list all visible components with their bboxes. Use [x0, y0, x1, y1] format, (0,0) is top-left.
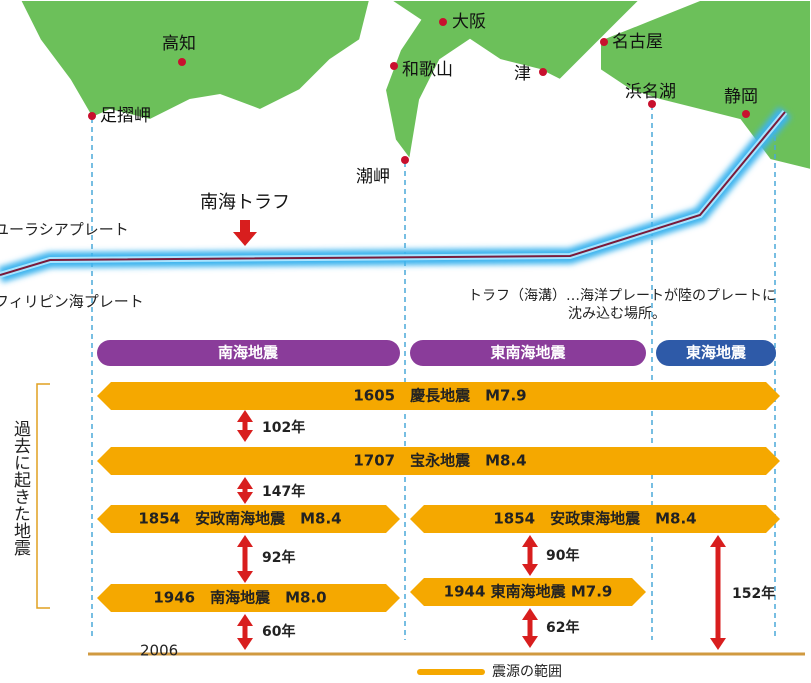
event-label: 1854 安政南海地震 M8.4: [138, 510, 341, 528]
baseline-label: 2006: [140, 642, 178, 660]
event-bar: [410, 578, 646, 606]
city-label: 和歌山: [402, 60, 453, 80]
interval-label: 60年: [262, 623, 295, 640]
city-dots: [88, 18, 750, 164]
trough-line: [0, 106, 792, 283]
side-label: 過去に起きた地震: [10, 420, 31, 556]
city-label: 大阪: [452, 12, 486, 32]
zone-label: 東海地震: [686, 344, 747, 362]
zone-pill: [410, 340, 646, 366]
trough-arrow: [233, 220, 257, 246]
plate-label: フィリピン海プレート: [0, 293, 144, 311]
zone-pill: [656, 340, 776, 366]
city-label: 高知: [162, 34, 196, 54]
interval-label: 90年: [546, 547, 579, 564]
interval-label: 102年: [262, 419, 305, 436]
interval-label: 152年: [732, 585, 775, 602]
trough-label: 南海トラフ: [200, 192, 290, 213]
map-land: [18, 0, 811, 172]
city-label: 足摺岬: [100, 106, 151, 126]
city-label: 津: [514, 64, 531, 84]
event-label: 1605 慶長地震 M7.9: [353, 387, 526, 405]
interval-label: 62年: [546, 619, 579, 636]
note: トラフ（海溝）…海洋プレートが陸のプレートに: [468, 288, 776, 304]
event-label: 1854 安政東海地震 M8.4: [493, 510, 696, 528]
event-bar: [97, 382, 780, 410]
note: 沈み込む場所。: [568, 306, 666, 322]
event-label: 1707 宝永地震 M8.4: [353, 452, 526, 470]
plate-label: ユーラシアプレート: [0, 221, 129, 239]
bracket: [36, 383, 50, 609]
city-label: 浜名湖: [625, 82, 676, 102]
interval-arrows: [237, 410, 726, 650]
zone-pill: [97, 340, 400, 366]
city-label: 潮岬: [356, 167, 390, 187]
event-bar: [97, 505, 400, 533]
zone-label: 東南海地震: [490, 344, 566, 362]
event-label: 1944 東南海地震 M7.9: [444, 583, 613, 601]
zone-label: 南海地震: [218, 344, 279, 362]
interval-label: 92年: [262, 549, 295, 566]
interval-label: 147年: [262, 483, 305, 500]
event-label: 1946 南海地震 M8.0: [153, 589, 326, 607]
city-label: 静岡: [724, 87, 758, 107]
legend-label: 震源の範囲: [492, 663, 562, 680]
event-bar: [97, 447, 780, 475]
event-bar: [97, 584, 400, 612]
city-label: 名古屋: [612, 32, 663, 52]
event-bar: [410, 505, 780, 533]
